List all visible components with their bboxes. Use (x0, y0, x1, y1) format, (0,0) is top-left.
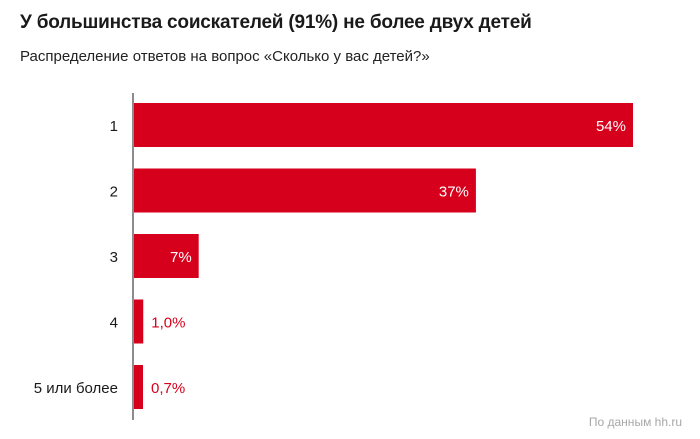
value-label: 7% (170, 249, 192, 266)
value-label: 1,0% (151, 315, 185, 332)
category-label: 5 или более (34, 380, 118, 397)
value-label: 37% (439, 184, 469, 201)
bar (134, 365, 143, 409)
bar (134, 103, 633, 147)
value-label: 0,7% (151, 380, 185, 397)
bar (134, 168, 476, 213)
category-label: 4 (110, 315, 118, 332)
bar (134, 299, 144, 344)
category-label: 1 (110, 118, 118, 135)
bar (134, 234, 199, 278)
source-note: По данным hh.ru (588, 415, 682, 429)
chart-subtitle: Распределение ответов на вопрос «Сколько… (20, 48, 430, 65)
chart-title: У большинства соискателей (91%) не более… (20, 12, 532, 33)
value-label: 54% (596, 118, 626, 135)
category-label: 3 (110, 249, 118, 266)
category-label: 2 (110, 184, 118, 201)
